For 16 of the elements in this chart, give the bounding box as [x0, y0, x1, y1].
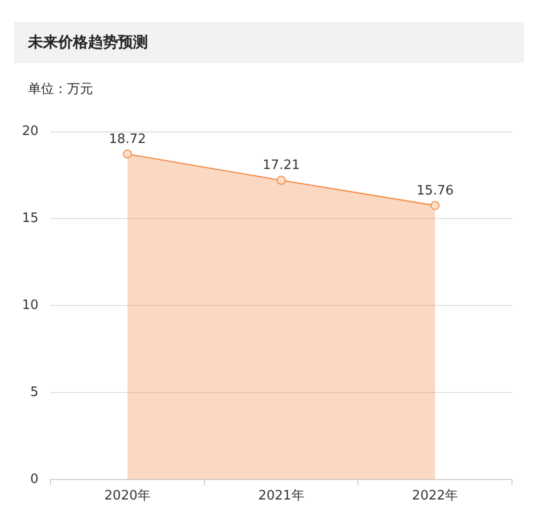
data-label: 17.21: [262, 158, 300, 174]
data-label: 15.76: [416, 183, 454, 198]
chart-subtitle: 单位：万元: [28, 81, 93, 98]
y-tick-label: 20: [22, 124, 39, 140]
point: [430, 200, 440, 210]
point: [276, 176, 286, 185]
x-tick-label: 2021年: [258, 488, 304, 504]
y-tick-label: 10: [22, 298, 39, 313]
y-tick-label: 0: [30, 472, 39, 487]
y-tick-label: 5: [30, 384, 39, 400]
data-label: 18.72: [108, 132, 146, 147]
point: [122, 150, 132, 159]
x-tick-label: 2020年: [104, 488, 150, 504]
x-tick-label: 2022年: [412, 488, 458, 504]
chart-title: 未来价格趋势预测: [14, 22, 524, 63]
y-tick-label: 15: [22, 211, 39, 226]
